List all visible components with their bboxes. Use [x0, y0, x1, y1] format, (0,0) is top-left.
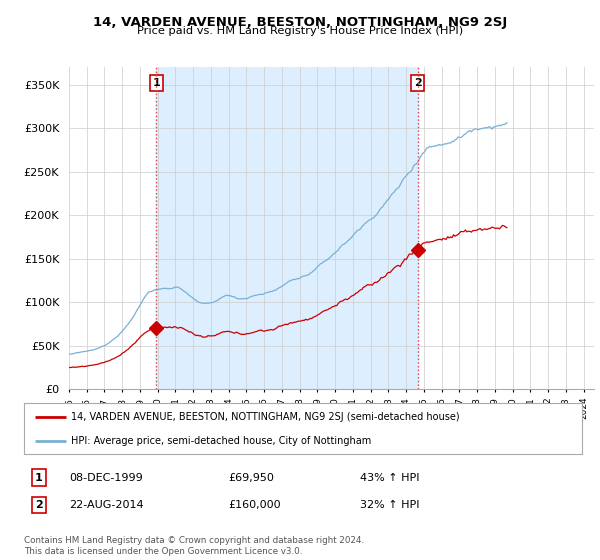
Text: 14, VARDEN AVENUE, BEESTON, NOTTINGHAM, NG9 2SJ: 14, VARDEN AVENUE, BEESTON, NOTTINGHAM, …	[93, 16, 507, 29]
Text: 14, VARDEN AVENUE, BEESTON, NOTTINGHAM, NG9 2SJ (semi-detached house): 14, VARDEN AVENUE, BEESTON, NOTTINGHAM, …	[71, 412, 460, 422]
Text: £160,000: £160,000	[228, 500, 281, 510]
Text: 2: 2	[414, 78, 421, 88]
Text: 1: 1	[35, 473, 43, 483]
Text: Contains HM Land Registry data © Crown copyright and database right 2024.
This d: Contains HM Land Registry data © Crown c…	[24, 536, 364, 556]
Text: 2: 2	[35, 500, 43, 510]
Text: HPI: Average price, semi-detached house, City of Nottingham: HPI: Average price, semi-detached house,…	[71, 436, 371, 446]
Text: 1: 1	[152, 78, 160, 88]
Text: 08-DEC-1999: 08-DEC-1999	[69, 473, 143, 483]
Text: Price paid vs. HM Land Registry's House Price Index (HPI): Price paid vs. HM Land Registry's House …	[137, 26, 463, 36]
Text: 32% ↑ HPI: 32% ↑ HPI	[360, 500, 419, 510]
Bar	[156, 67, 418, 389]
Text: £69,950: £69,950	[228, 473, 274, 483]
Text: 22-AUG-2014: 22-AUG-2014	[69, 500, 143, 510]
Text: 43% ↑ HPI: 43% ↑ HPI	[360, 473, 419, 483]
